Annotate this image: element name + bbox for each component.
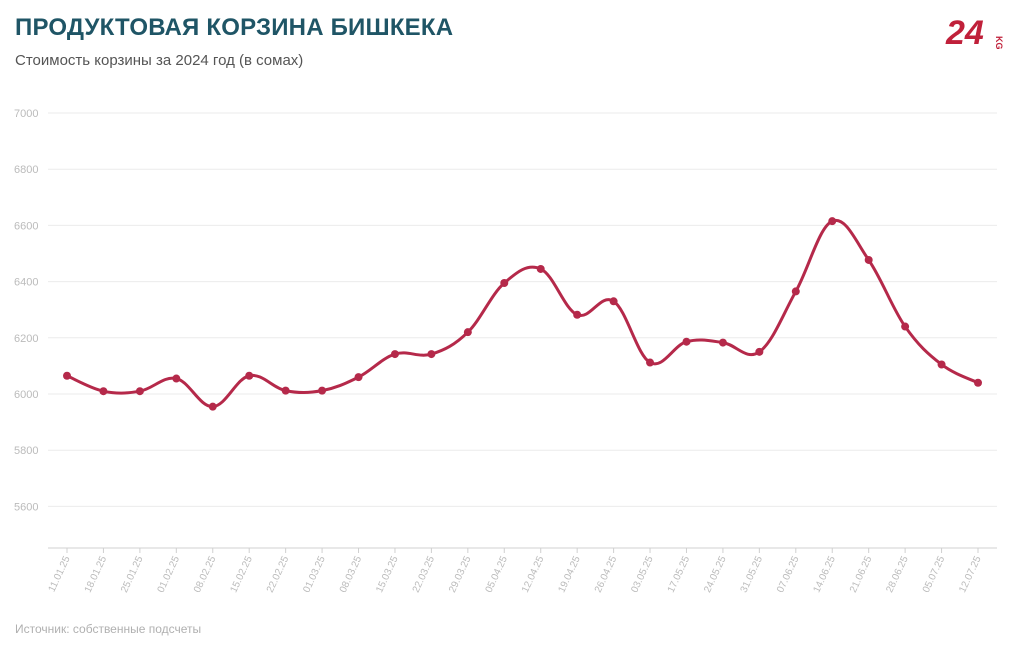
y-tick-label: 5600 [14, 501, 38, 513]
x-tick-label: 26.04.25 [593, 554, 620, 594]
data-point-05.07.25[interactable] [937, 360, 946, 369]
data-point-22.02.25[interactable] [281, 386, 290, 395]
data-point-17.05.25[interactable] [682, 337, 691, 346]
x-tick-label: 01.02.25 [156, 554, 183, 594]
data-point-18.01.25[interactable] [99, 387, 108, 396]
x-tick-label: 12.04.25 [520, 554, 547, 594]
data-point-12.07.25[interactable] [974, 378, 982, 387]
data-point-25.01.25[interactable] [135, 387, 144, 396]
x-tick-label: 15.02.25 [228, 554, 255, 594]
data-point-24.05.25[interactable] [718, 338, 727, 347]
chart-title: ПРОДУКТОВАЯ КОРЗИНА БИШКЕКА [15, 14, 454, 41]
data-point-15.02.25[interactable] [245, 371, 254, 380]
data-point-08.03.25[interactable] [354, 373, 363, 382]
brand-logo-icon: 24 KG [945, 14, 1004, 50]
x-tick-label: 22.03.25 [411, 554, 438, 594]
x-axis [48, 547, 997, 553]
x-tick-label: 03.05.25 [629, 554, 656, 594]
y-tick-label: 6200 [14, 333, 38, 345]
data-point-01.02.25[interactable] [172, 374, 181, 383]
y-tick-label: 6800 [14, 164, 38, 176]
x-tick-label: 05.07.25 [921, 554, 948, 594]
y-tick-label: 6000 [14, 389, 38, 401]
data-point-28.06.25[interactable] [901, 322, 910, 331]
grid-lines [48, 112, 997, 507]
x-tick-label: 31.05.25 [739, 554, 766, 594]
data-point-12.04.25[interactable] [536, 264, 545, 273]
y-tick-label: 7000 [14, 108, 38, 120]
data-point-31.05.25[interactable] [755, 347, 764, 356]
x-tick-label: 18.01.25 [83, 554, 110, 594]
x-tick-label: 05.04.25 [484, 554, 511, 594]
x-tick-label: 25.01.25 [119, 554, 146, 594]
x-tick-label: 08.02.25 [192, 554, 219, 594]
data-points [63, 217, 982, 411]
chart-subtitle: Стоимость корзины за 2024 год (в сомах) [15, 52, 304, 69]
x-tick-label: 15.03.25 [374, 554, 401, 594]
x-tick-label: 08.03.25 [338, 554, 365, 594]
data-point-11.01.25[interactable] [63, 371, 71, 380]
data-point-21.06.25[interactable] [864, 255, 873, 264]
x-tick-label: 21.06.25 [848, 554, 875, 594]
data-point-03.05.25[interactable] [646, 358, 655, 367]
x-tick-label: 28.06.25 [884, 554, 911, 594]
y-axis-ticks: 5600 5800 6000 6200 6400 6600 6800 7000 [14, 108, 38, 513]
data-point-07.06.25[interactable] [791, 287, 800, 296]
y-tick-label: 5800 [14, 445, 38, 457]
data-point-22.03.25[interactable] [427, 350, 436, 359]
x-tick-label: 24.05.25 [702, 554, 729, 594]
data-point-15.03.25[interactable] [390, 350, 399, 359]
x-tick-label: 12.07.25 [957, 554, 984, 594]
data-point-19.04.25[interactable] [573, 310, 582, 319]
x-tick-label: 19.04.25 [556, 554, 583, 594]
data-point-05.04.25[interactable] [500, 279, 509, 288]
x-tick-label: 22.02.25 [265, 554, 292, 594]
x-tick-label: 07.06.25 [775, 554, 802, 594]
data-point-08.02.25[interactable] [208, 402, 217, 411]
data-point-14.06.25[interactable] [828, 217, 837, 226]
x-tick-label: 29.03.25 [447, 554, 474, 594]
x-axis-ticks: 11.01.25 18.01.25 25.01.25 01.02.25 08.02.25… [47, 554, 984, 594]
x-tick-label: 11.01.25 [47, 554, 73, 594]
series-line [65, 218, 980, 409]
data-point-29.03.25[interactable] [463, 328, 472, 337]
data-point-01.03.25[interactable] [318, 386, 327, 395]
y-tick-label: 6400 [14, 277, 38, 289]
x-tick-label: 17.05.25 [666, 554, 693, 594]
logo-suffix: KG [994, 36, 1004, 50]
x-tick-label: 01.03.25 [301, 554, 328, 594]
source-note: Источник: собственные подсчеты [15, 622, 202, 636]
y-tick-label: 6600 [14, 220, 38, 232]
logo-number: 24 [945, 14, 984, 50]
data-point-26.04.25[interactable] [609, 297, 618, 306]
x-tick-label: 14.06.25 [812, 554, 839, 594]
